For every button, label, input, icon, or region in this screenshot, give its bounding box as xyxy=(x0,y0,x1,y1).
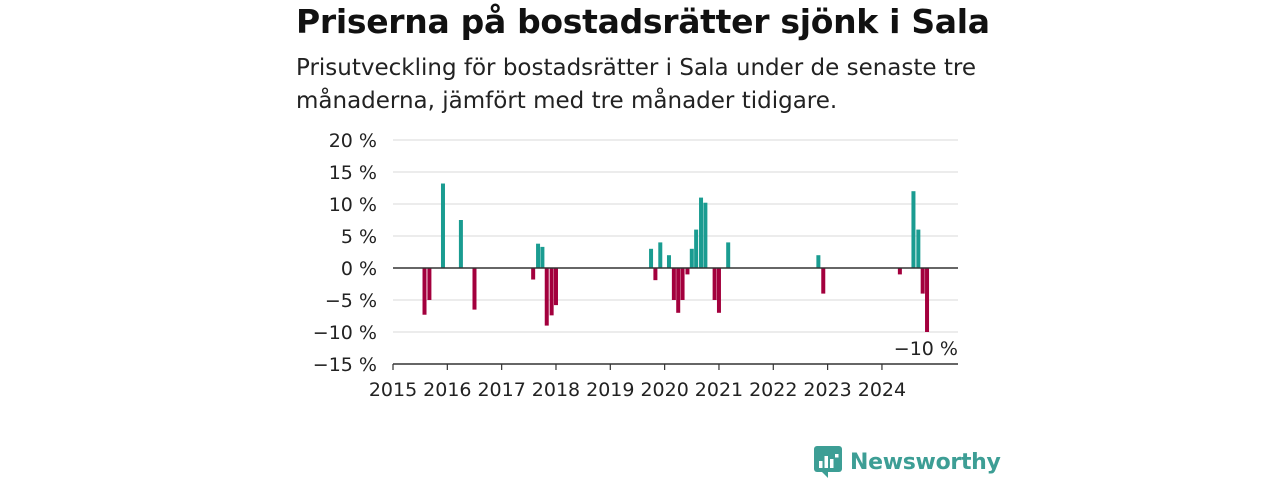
bars xyxy=(422,183,930,332)
bar-positive xyxy=(440,183,445,268)
gridlines xyxy=(393,139,958,333)
x-tick-label: 2019 xyxy=(586,379,634,401)
x-tick-label: 2021 xyxy=(695,379,743,401)
x-tick-label: 2018 xyxy=(532,379,580,401)
bar-negative xyxy=(653,268,658,281)
newsworthy-logo[interactable]: Newsworthy xyxy=(814,446,1001,478)
bar-negative xyxy=(676,268,681,313)
bar-positive xyxy=(916,229,921,268)
bar-positive xyxy=(658,242,663,268)
x-tick-label: 2016 xyxy=(423,379,471,401)
x-tick-label: 2024 xyxy=(858,379,906,401)
bar-negative xyxy=(553,268,558,306)
chart-title: Priserna på bostadsrätter sjönk i Sala xyxy=(296,2,990,41)
bar-positive xyxy=(816,255,821,268)
bar-negative xyxy=(422,268,427,315)
x-tick-label: 2023 xyxy=(803,379,851,401)
bar-negative xyxy=(531,268,536,280)
chart-subtitle: Prisutveckling för bostadsrätter i Sala … xyxy=(296,55,976,114)
bar-negative xyxy=(549,268,554,316)
bar-positive xyxy=(694,229,699,268)
bar-negative xyxy=(680,268,685,300)
x-tick-label: 2015 xyxy=(369,379,417,401)
bar-positive xyxy=(666,255,671,268)
bar-positive xyxy=(689,248,694,268)
bar-chart: 20 %15 %10 %5 %0 %−5 %−10 %−15 % 2015 201… xyxy=(313,130,958,401)
x-axis: 2015 2016 2017 2018 2019 2020 2021 2022 2023 2024 xyxy=(369,363,958,401)
bar-positive xyxy=(536,243,541,268)
x-tick-label: 2017 xyxy=(477,379,525,401)
y-tick-label: 15 % xyxy=(329,162,377,184)
y-tick-label: −5 % xyxy=(325,290,377,312)
bar-negative xyxy=(544,268,549,326)
bar-negative xyxy=(472,268,477,310)
bar-negative xyxy=(925,268,930,332)
bar-positive xyxy=(699,197,704,268)
y-tick-label: 10 % xyxy=(329,194,377,216)
y-axis-labels: 20 % 15 % 10 % 5 % 0 % −5 % −10 % −15 % xyxy=(313,130,377,376)
x-tick-label: 2020 xyxy=(640,379,688,401)
bar-negative xyxy=(427,268,432,300)
bar-positive xyxy=(458,220,463,268)
bar-positive xyxy=(649,248,654,268)
newsworthy-logo-icon xyxy=(814,446,842,478)
bar-negative xyxy=(712,268,717,300)
bar-negative xyxy=(920,268,925,294)
x-tick-label: 2022 xyxy=(749,379,797,401)
bar-positive xyxy=(540,246,545,268)
bar-negative xyxy=(716,268,721,313)
y-tick-label: 0 % xyxy=(341,258,377,280)
bar-negative xyxy=(685,268,690,275)
newsworthy-logo-text: Newsworthy xyxy=(850,449,1001,475)
y-tick-label: 5 % xyxy=(341,226,377,248)
y-tick-label: −10 % xyxy=(313,322,377,344)
bar-positive xyxy=(703,202,708,268)
bar-positive xyxy=(726,242,731,268)
bar-positive xyxy=(911,191,916,268)
y-tick-label: 20 % xyxy=(329,130,377,152)
annotations: −10 % xyxy=(894,338,958,360)
bar-negative xyxy=(671,268,676,300)
bar-negative xyxy=(821,268,826,294)
y-tick-label: −15 % xyxy=(313,354,377,376)
last-value-label: −10 % xyxy=(894,338,958,360)
bar-negative xyxy=(897,268,902,275)
